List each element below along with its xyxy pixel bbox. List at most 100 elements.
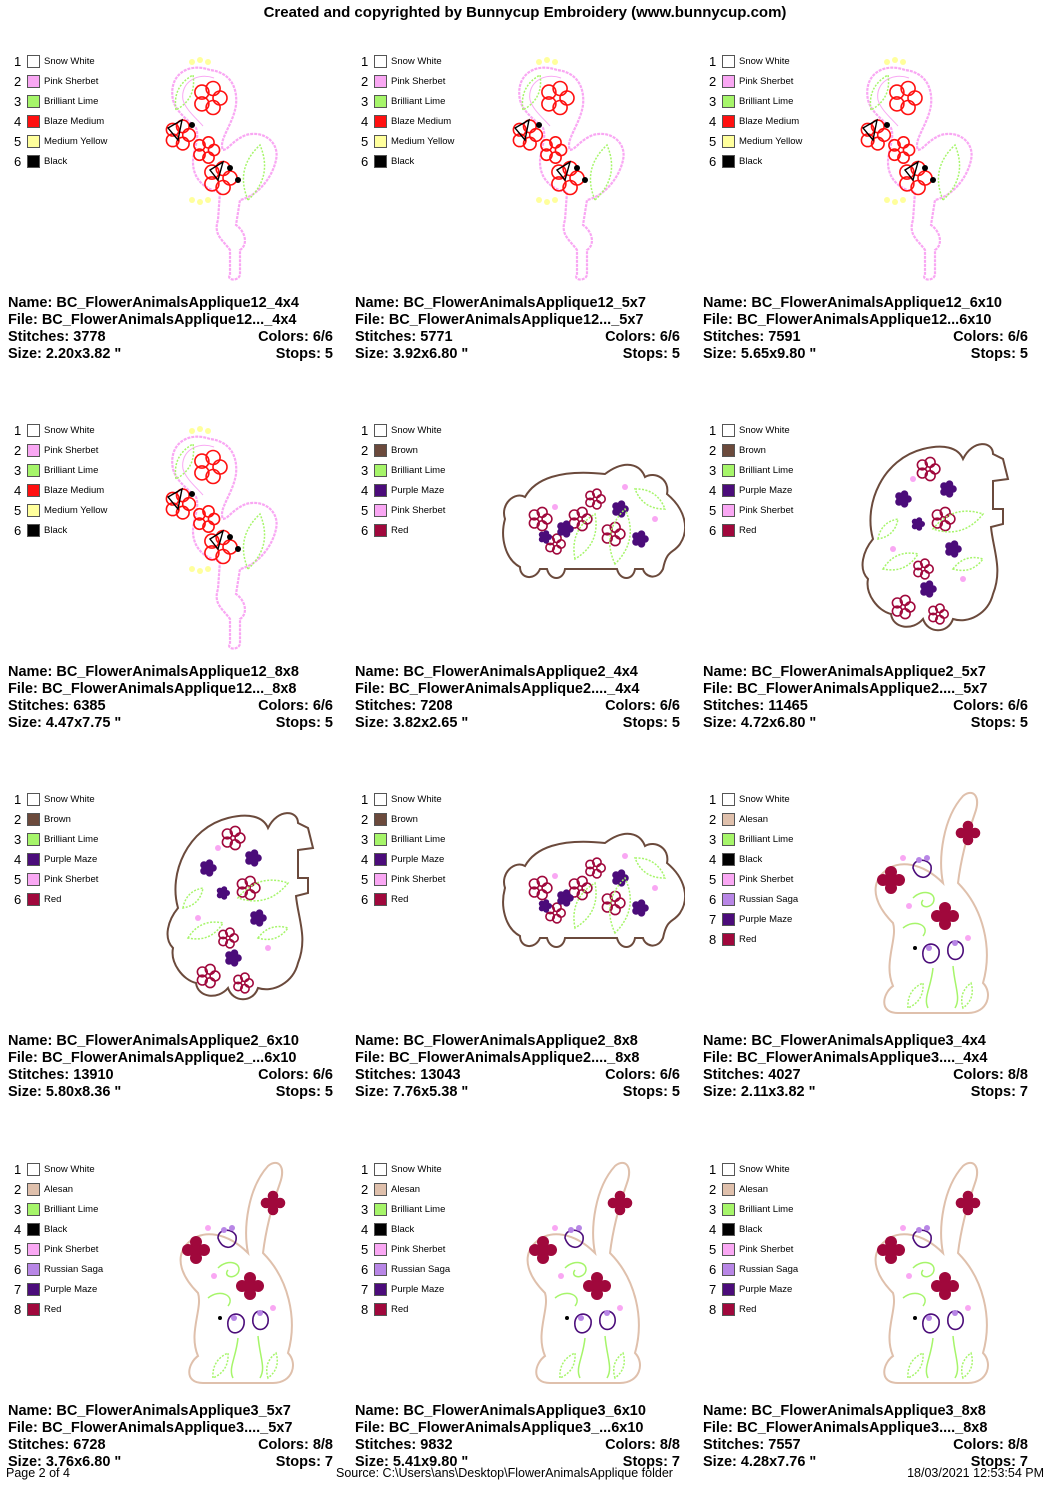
legend-number: 6 [361, 892, 369, 907]
stitch-count: Stitches: 6728 [8, 1437, 106, 1453]
color-swatch [27, 1303, 40, 1316]
legend-number: 8 [361, 1302, 369, 1317]
legend-number: 6 [361, 154, 369, 169]
legend-color-name: Pink Sherbet [391, 505, 446, 516]
bunny-design-preview [148, 1158, 338, 1393]
design-size: Size: 2.20x3.82 " [8, 346, 122, 362]
legend-color-name: Snow White [44, 794, 95, 805]
color-swatch [722, 464, 735, 477]
legend-number: 3 [14, 832, 22, 847]
design-info: Name: BC_FlowerAnimalsApplique12_4x4 Fil… [8, 295, 333, 363]
color-count: Colors: 6/6 [605, 698, 680, 714]
legend-number: 5 [14, 503, 22, 518]
color-swatch [27, 524, 40, 537]
legend-number: 1 [361, 1162, 369, 1177]
legend-number: 5 [709, 134, 717, 149]
flamingo-design-preview [148, 419, 338, 654]
legend-color-name: Pink Sherbet [44, 445, 99, 456]
legend-color-name: Snow White [391, 425, 442, 436]
color-swatch [722, 833, 735, 846]
design-file: File: BC_FlowerAnimalsApplique2...._8x8 [355, 1050, 640, 1066]
legend-color-name: Purple Maze [44, 1284, 98, 1295]
legend-number: 5 [361, 134, 369, 149]
color-swatch [27, 1223, 40, 1236]
design-info: Name: BC_FlowerAnimalsApplique12_6x10 Fi… [703, 295, 1028, 363]
color-swatch [27, 893, 40, 906]
page-number: Page 2 of 4 [6, 1466, 70, 1480]
legend-color-name: Medium Yellow [44, 136, 108, 147]
legend-number: 4 [361, 1222, 369, 1237]
legend-color-name: Blaze Medium [391, 116, 452, 127]
page-header: Created and copyrighted by Bunnycup Embr… [263, 4, 787, 21]
legend-color-name: Black [44, 525, 68, 536]
design-size: Size: 4.47x7.75 " [8, 715, 122, 731]
design-card: 1 Snow White 2 Brown 3 Brilliant Lime 4 … [703, 399, 1033, 744]
legend-color-name: Snow White [44, 56, 95, 67]
legend-color-name: Snow White [739, 1164, 790, 1175]
color-swatch [374, 484, 387, 497]
color-swatch [722, 444, 735, 457]
legend-color-name: Pink Sherbet [44, 874, 99, 885]
design-info: Name: BC_FlowerAnimalsApplique3_4x4 File… [703, 1033, 1028, 1101]
design-file: File: BC_FlowerAnimalsApplique3...._8x8 [703, 1420, 988, 1436]
design-info: Name: BC_FlowerAnimalsApplique3_6x10 Fil… [355, 1403, 680, 1471]
legend-color-name: Russian Saga [739, 1264, 799, 1275]
legend-number: 3 [709, 463, 717, 478]
stitch-count: Stitches: 3778 [8, 329, 106, 345]
color-swatch [374, 833, 387, 846]
legend-number: 2 [361, 443, 369, 458]
color-swatch [27, 55, 40, 68]
legend-color-name: Black [391, 1224, 415, 1235]
legend-color-name: Snow White [391, 1164, 442, 1175]
color-swatch [374, 155, 387, 168]
color-count: Colors: 8/8 [953, 1067, 1028, 1083]
design-name: Name: BC_FlowerAnimalsApplique3_6x10 [355, 1403, 646, 1419]
print-timestamp: 18/03/2021 12:53:54 PM [907, 1466, 1044, 1480]
color-swatch [27, 1163, 40, 1176]
color-swatch [722, 873, 735, 886]
color-swatch [722, 813, 735, 826]
stitch-count: Stitches: 5771 [355, 329, 453, 345]
legend-number: 1 [709, 792, 717, 807]
color-swatch [374, 893, 387, 906]
legend-number: 1 [361, 792, 369, 807]
design-card: 1 Snow White 2 Pink Sherbet 3 Brilliant … [703, 30, 1033, 375]
color-swatch [722, 115, 735, 128]
design-size: Size: 5.41x9.80 " [355, 1454, 469, 1470]
design-file: File: BC_FlowerAnimalsApplique2_...6x10 [8, 1050, 297, 1066]
color-swatch [27, 75, 40, 88]
color-swatch [722, 1203, 735, 1216]
legend-color-name: Brilliant Lime [44, 834, 99, 845]
design-size: Size: 7.76x5.38 " [355, 1084, 469, 1100]
legend-number: 3 [709, 832, 717, 847]
color-swatch [27, 853, 40, 866]
legend-color-name: Red [391, 1304, 409, 1315]
color-swatch [722, 1263, 735, 1276]
stitch-count: Stitches: 4027 [703, 1067, 801, 1083]
legend-number: 6 [709, 892, 717, 907]
legend-number: 5 [709, 872, 717, 887]
color-swatch [27, 504, 40, 517]
legend-number: 4 [14, 852, 22, 867]
bunny-design-preview [843, 1158, 1033, 1393]
color-swatch [374, 464, 387, 477]
legend-number: 3 [361, 1202, 369, 1217]
design-info: Name: BC_FlowerAnimalsApplique3_5x7 File… [8, 1403, 333, 1471]
legend-number: 4 [709, 1222, 717, 1237]
color-swatch [722, 793, 735, 806]
legend-number: 2 [14, 812, 22, 827]
color-swatch [374, 75, 387, 88]
color-swatch [27, 1263, 40, 1276]
legend-number: 2 [14, 443, 22, 458]
color-swatch [374, 524, 387, 537]
color-swatch [374, 444, 387, 457]
color-swatch [374, 504, 387, 517]
legend-number: 6 [14, 1262, 22, 1277]
legend-color-name: Brilliant Lime [44, 96, 99, 107]
legend-number: 4 [14, 114, 22, 129]
design-name: Name: BC_FlowerAnimalsApplique2_5x7 [703, 664, 986, 680]
legend-number: 4 [361, 483, 369, 498]
legend-number: 2 [361, 1182, 369, 1197]
legend-color-name: Black [739, 156, 763, 167]
color-swatch [722, 1163, 735, 1176]
